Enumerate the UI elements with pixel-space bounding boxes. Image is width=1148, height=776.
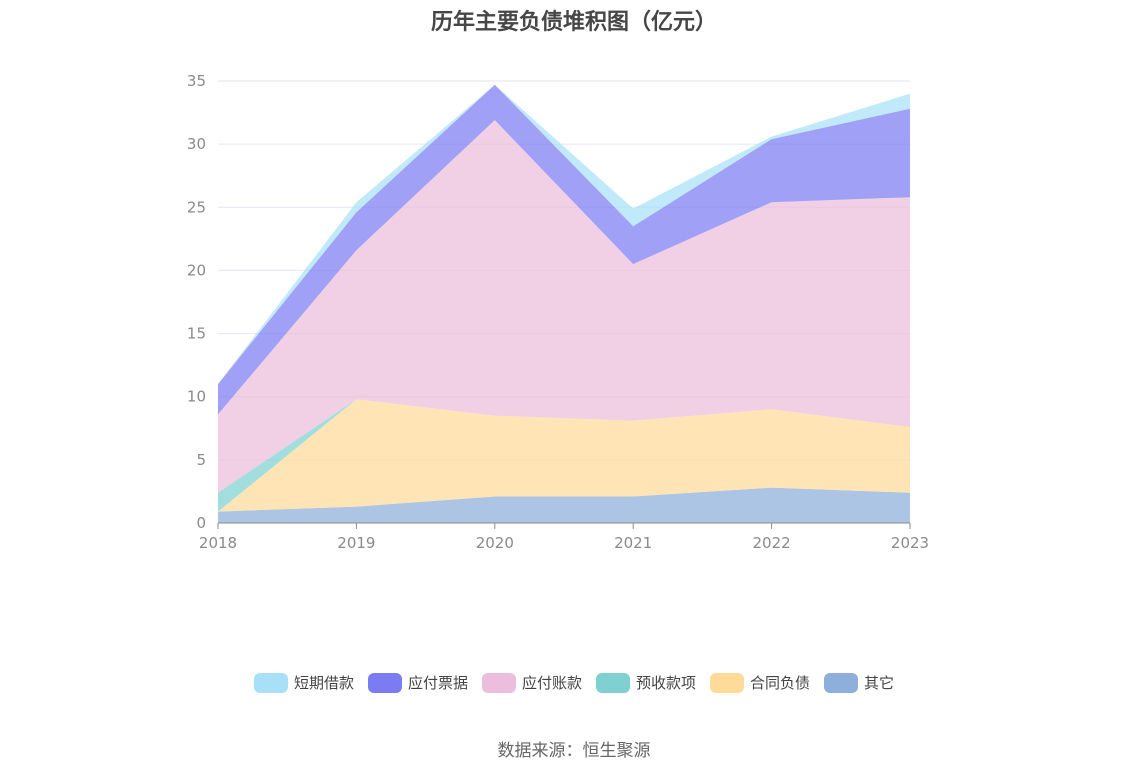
area-其它 (218, 487, 910, 523)
chart-title: 历年主要负债堆积图（亿元） (430, 10, 717, 35)
legend-item[interactable]: 预收款项 (596, 672, 696, 693)
legend-swatch (481, 672, 516, 693)
legend-swatch (824, 672, 859, 693)
y-tick-label: 30 (187, 135, 206, 153)
area-series (218, 84, 910, 523)
legend-label: 短期借款 (293, 674, 354, 692)
area-应付账款 (218, 120, 910, 493)
x-tick-label: 2020 (476, 534, 514, 552)
legend-item[interactable]: 应付票据 (367, 672, 468, 693)
legend-label: 应付账款 (521, 674, 582, 692)
y-tick-label: 10 (187, 388, 206, 406)
legend-label: 其它 (864, 674, 895, 692)
legend-label: 预收款项 (636, 674, 697, 692)
y-tick-label: 25 (187, 198, 206, 216)
legend-item[interactable]: 合同负债 (710, 672, 810, 693)
area-应付票据 (218, 84, 910, 415)
legend-label: 应付票据 (407, 674, 468, 692)
y-tick-label: 15 (187, 325, 206, 343)
y-tick-label: 20 (187, 261, 206, 279)
y-tick-label: 5 (196, 451, 206, 469)
legend-label: 合同负债 (750, 674, 811, 692)
legend-item[interactable]: 其它 (824, 672, 894, 693)
legend-item[interactable]: 应付账款 (481, 672, 582, 693)
stacked-area-chart: 0 5 10 15 20 25 30 35 2018 2019 2020 2021 2022 2023 (187, 72, 929, 552)
axes: 0 5 10 15 20 25 30 35 2018 2019 2020 2021 2022 2023 (187, 72, 929, 552)
x-tick-label: 2019 (337, 534, 375, 552)
legend-swatch (710, 672, 745, 693)
legend: 短期借款 应付票据 应付账款 预收款项 合同负债 其它 (0, 672, 1148, 693)
legend-swatch (253, 672, 288, 693)
y-tick-label: 35 (187, 72, 206, 90)
area-合同负债 (218, 399, 910, 512)
y-tick-label: 0 (196, 514, 206, 532)
x-tick-label: 2022 (753, 534, 791, 552)
legend-item[interactable]: 短期借款 (253, 672, 354, 693)
legend-swatch (367, 672, 402, 693)
x-tick-label: 2023 (891, 534, 929, 552)
data-source: 数据来源：恒生聚源 (497, 741, 651, 761)
x-tick-label: 2018 (199, 534, 237, 552)
legend-swatch (596, 672, 630, 693)
x-tick-label: 2021 (614, 534, 652, 552)
area-短期借款 (218, 84, 910, 385)
